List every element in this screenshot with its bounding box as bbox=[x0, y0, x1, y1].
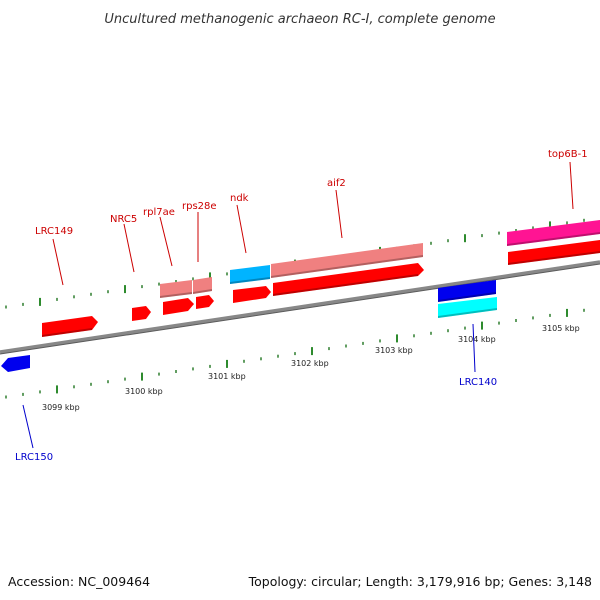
cds-arrow-rpl7ae[interactable] bbox=[163, 298, 194, 315]
gene-label-rps28e[interactable]: rps28e bbox=[182, 201, 217, 212]
cds-arrow-NRC5[interactable] bbox=[132, 306, 151, 321]
gene-feature-top6B-1[interactable] bbox=[507, 220, 600, 246]
tick-label-3099: 3099 kbp bbox=[42, 403, 80, 412]
gene-label-rpl7ae[interactable]: rpl7ae bbox=[143, 207, 175, 218]
gene-labels: LRC149 NRC5 rpl7ae rps28e ndk aif2 top6B… bbox=[15, 149, 588, 463]
gene-label-NRC5[interactable]: NRC5 bbox=[110, 214, 137, 225]
tick-label-3102: 3102 kbp bbox=[291, 359, 329, 368]
tick-label-3105: 3105 kbp bbox=[542, 324, 580, 333]
forward-gene-track bbox=[160, 220, 600, 298]
forward-cds-track bbox=[42, 240, 600, 337]
tick-label-3103: 3103 kbp bbox=[375, 346, 413, 355]
gene-label-top6B-1[interactable]: top6B-1 bbox=[548, 149, 588, 160]
lower-tick-track bbox=[5, 308, 585, 399]
cds-arrow-LRC149[interactable] bbox=[42, 316, 98, 337]
map-title: Uncultured methanogenic archaeon RC-I, c… bbox=[104, 12, 495, 27]
gene-label-ndk[interactable]: ndk bbox=[230, 193, 249, 204]
gene-feature-rps28e[interactable] bbox=[193, 277, 212, 294]
accession-text: Accession: NC_009464 bbox=[8, 574, 150, 589]
gene-label-aif2[interactable]: aif2 bbox=[327, 178, 346, 189]
gene-feature-rpl7ae[interactable] bbox=[160, 280, 192, 298]
gene-label-LRC149[interactable]: LRC149 bbox=[35, 226, 73, 237]
cds-arrow-LRC140[interactable] bbox=[438, 280, 496, 302]
cds-arrow-aif2[interactable] bbox=[273, 263, 424, 296]
gene-feature-aif2[interactable] bbox=[271, 243, 423, 278]
tick-label-3104: 3104 kbp bbox=[458, 335, 496, 344]
gene-feature-LRC140[interactable] bbox=[438, 297, 497, 318]
label-leader-lines bbox=[22, 161, 574, 449]
axis-tick-labels: 3099 kbp 3100 kbp 3101 kbp 3102 kbp 3103… bbox=[42, 324, 580, 412]
cds-arrow-ndk[interactable] bbox=[233, 286, 271, 303]
cds-arrow-top6B-1[interactable] bbox=[508, 240, 600, 265]
gene-label-LRC140[interactable]: LRC140 bbox=[459, 377, 497, 388]
gene-label-LRC150[interactable]: LRC150 bbox=[15, 452, 53, 463]
genome-summary-text: Topology: circular; Length: 3,179,916 bp… bbox=[248, 574, 592, 589]
tick-label-3100: 3100 kbp bbox=[125, 387, 163, 396]
gene-feature-ndk[interactable] bbox=[230, 265, 270, 284]
tick-label-3101: 3101 kbp bbox=[208, 372, 246, 381]
reverse-gene-track bbox=[1, 280, 497, 372]
cds-arrow-LRC150[interactable] bbox=[1, 355, 30, 372]
genome-backbone bbox=[0, 260, 600, 355]
cds-arrow-rps28e[interactable] bbox=[196, 295, 214, 309]
